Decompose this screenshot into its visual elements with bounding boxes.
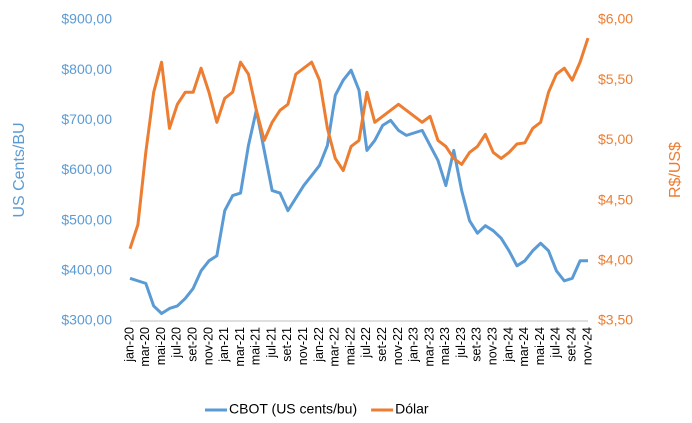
x-tick-label: mai-22 [343,327,357,365]
x-tick-label: mar-22 [328,327,342,367]
x-tick-label: mai-20 [154,327,168,365]
series-line [129,68,588,315]
y-tick-label: $900,00 [61,11,112,27]
x-tick-label: nov-22 [391,327,405,365]
x-tick-label: nov-20 [201,327,215,365]
y2-axis-title: R$/US$ [667,142,684,198]
x-tick-label: nov-21 [296,327,310,365]
x-tick-label: mar-21 [233,327,247,367]
x-tick-label: set-20 [185,327,199,362]
y2-tick-label: $4,00 [598,252,633,268]
y2-tick-label: $4,50 [598,191,633,207]
x-tick-label: jan-21 [217,327,231,363]
y-tick-label: $500,00 [61,211,112,227]
y2-tick-label: $3,50 [598,312,633,328]
x-tick-label: jan-24 [501,327,515,363]
x-tick-label: jan-23 [407,327,421,363]
x-tick-label: jan-22 [312,327,326,363]
y2-tick-label: $5,00 [598,131,633,147]
legend-label: CBOT (US cents/bu) [229,401,357,417]
x-tick-label: nov-24 [580,327,594,365]
y-tick-label: $800,00 [61,61,112,77]
x-tick-label: mai-24 [533,327,547,365]
x-tick-label: set-23 [470,327,484,362]
legend-label: Dólar [395,401,429,417]
x-tick-label: jul-20 [170,327,184,359]
y-tick-label: $300,00 [61,312,112,328]
x-tick-label: jul-21 [264,327,278,359]
x-tick-label: jul-22 [359,327,373,359]
y-tick-label: $400,00 [61,262,112,278]
x-tick-label: mar-20 [138,327,152,367]
x-tick-label: mar-23 [422,327,436,367]
x-tick-label: mar-24 [517,327,531,367]
x-tick-label: jan-20 [122,327,136,363]
x-tick-label: set-24 [565,327,579,362]
y-tick-label: $700,00 [61,111,112,127]
x-tick-label: jul-23 [454,327,468,359]
x-tick-label: set-22 [375,327,389,362]
x-tick-label: nov-23 [486,327,500,365]
y2-tick-label: $5,50 [598,71,633,87]
series-line [128,37,590,250]
x-tick-label: mai-21 [249,327,263,365]
y2-tick-label: $6,00 [598,11,633,27]
x-tick-label: set-21 [280,327,294,362]
y-axis-title: US Cents/BU [11,122,28,217]
x-tick-label: mai-23 [438,327,452,365]
y-tick-label: $600,00 [61,161,112,177]
x-tick-label: jul-24 [549,327,563,359]
